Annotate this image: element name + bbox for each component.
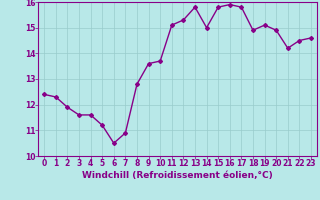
- X-axis label: Windchill (Refroidissement éolien,°C): Windchill (Refroidissement éolien,°C): [82, 171, 273, 180]
